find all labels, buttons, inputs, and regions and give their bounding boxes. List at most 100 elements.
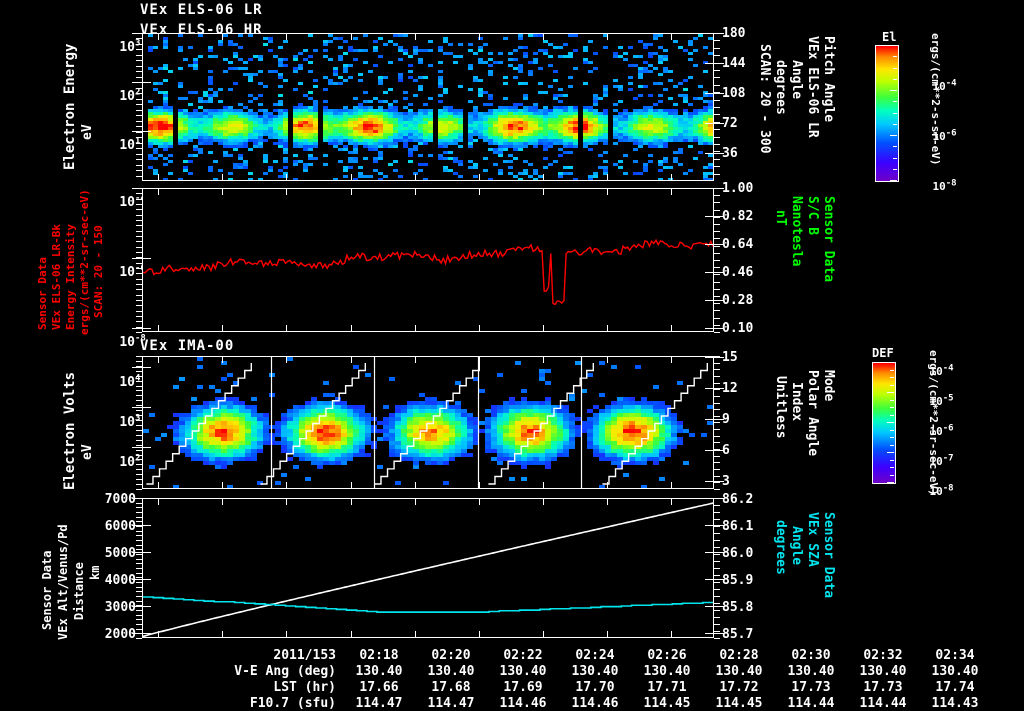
bottom-cell-r0-c6: 02:30: [791, 648, 831, 663]
bottom-cell-r3-c4: 114.45: [643, 696, 691, 711]
bottom-cell-r2-c4: 17.71: [647, 680, 687, 695]
panel1-title-lr: VEx ELS-06 LR: [140, 2, 263, 18]
panel3-right-tick-6: 6: [722, 443, 730, 458]
bottom-cell-r2-c8: 17.74: [935, 680, 975, 695]
panel2-ylabel-sensor: Sensor Data: [36, 257, 49, 330]
panel2-ylabel-instrument: VEx ELS-06 LR-Bk: [50, 224, 63, 330]
panel4-ytick-4000: 4000: [104, 573, 136, 588]
bottom-cell-r1-c5: 130.40: [715, 664, 763, 679]
bottom-cell-r3-c2: 114.46: [499, 696, 547, 711]
panel4-right-label-degrees: degrees: [773, 520, 788, 575]
panel4-plot-area: [142, 498, 714, 638]
panel1-ytick-1: 101: [119, 136, 141, 153]
panel3-right-tick-3: 3: [722, 474, 730, 489]
panel1-right-label-angle: Angle: [789, 60, 804, 100]
bottom-cell-r2-c5: 17.72: [719, 680, 759, 695]
bottom-cell-r3-c7: 114.44: [859, 696, 907, 711]
panel4-right-tick-859: 85.9: [722, 573, 754, 588]
panel3-right-tick-12: 12: [722, 381, 738, 396]
panel1-right-tick-72: 72: [722, 116, 738, 131]
bottom-cell-r0-c1: 02:20: [431, 648, 471, 663]
panel3-ytick-4: 104: [119, 373, 141, 390]
panel1-right-label-degrees: degrees: [773, 60, 788, 115]
bottom-cell-r2-c2: 17.69: [503, 680, 543, 695]
panel2-right-label-sensor: Sensor Data: [821, 196, 836, 283]
panel4-right-label-sza: VEx SZA: [805, 512, 820, 567]
panel2-plot-area: [142, 188, 714, 332]
panel2-ytick-m4: 10-4: [119, 193, 146, 210]
panel1-right-label-pitch: Pitch Angle: [821, 36, 836, 123]
panel3-ytick-2: 102: [119, 453, 141, 470]
panel1-ylabel-main: Electron Energy: [62, 43, 78, 170]
panel3-right-label-index: Index: [789, 382, 804, 422]
bottom-cell-r2-c0: 17.66: [359, 680, 399, 695]
panel2-right-tick-010: 0.10: [722, 321, 754, 336]
colorbar1-tick-8: 10-8: [932, 178, 957, 193]
panel2-right-label-scb: S/C B: [805, 196, 820, 236]
bottom-cell-r1-c7: 130.40: [859, 664, 907, 679]
panel2-ylabel-quantity: Energy Intensity: [64, 224, 77, 330]
bottom-cell-r3-c5: 114.45: [715, 696, 763, 711]
panel3-title: VEx IMA-00: [140, 338, 235, 354]
panel2-right-label-nanotesla: Nanotesla: [789, 196, 804, 267]
panel2-ytick-m8: 10-8: [119, 333, 146, 350]
colorbar1: [875, 45, 899, 182]
panel4-ytick-6000: 6000: [104, 519, 136, 534]
panel3-right-label-polar: Polar Angle: [805, 370, 820, 457]
panel4-ytick-5000: 5000: [104, 546, 136, 561]
panel4-right-label-sensor: Sensor Data: [821, 512, 836, 599]
panel4-right-tick-860: 86.0: [722, 546, 754, 561]
bottom-row-label-2: LST (hr): [273, 680, 336, 695]
panel2-right-tick-046: 0.46: [722, 265, 754, 280]
bottom-cell-r3-c3: 114.46: [571, 696, 619, 711]
panel4-right-tick-858: 85.8: [722, 600, 754, 615]
colorbar1-name: El: [882, 30, 897, 44]
panel2-right-label-nt: nT: [773, 210, 788, 226]
bottom-cell-r1-c1: 130.40: [427, 664, 475, 679]
bottom-cell-r2-c3: 17.70: [575, 680, 615, 695]
bottom-cell-r0-c7: 02:32: [863, 648, 903, 663]
bottom-cell-r2-c6: 17.73: [791, 680, 831, 695]
bottom-cell-r2-c1: 17.68: [431, 680, 471, 695]
bottom-row-label-1: V-E Ang (deg): [234, 664, 336, 679]
panel2-right-tick-028: 0.28: [722, 293, 754, 308]
panel3-plot-area: [142, 356, 714, 489]
bottom-cell-r0-c5: 02:28: [719, 648, 759, 663]
panel1-right-tick-144: 144: [722, 56, 746, 71]
bottom-cell-r0-c4: 02:26: [647, 648, 687, 663]
bottom-cell-r1-c2: 130.40: [499, 664, 547, 679]
bottom-cell-r0-c0: 02:18: [359, 648, 399, 663]
panel1-ytick-3: 103: [119, 38, 141, 55]
panel3-ytick-3: 103: [119, 413, 141, 430]
bottom-cell-r1-c0: 130.40: [355, 664, 403, 679]
bottom-cell-r0-c2: 02:22: [503, 648, 543, 663]
bottom-cell-r3-c6: 114.44: [787, 696, 835, 711]
panel2-right-tick-082: 0.82: [722, 209, 754, 224]
panel3-right-label-mode: Mode: [821, 370, 836, 402]
bottom-cell-r3-c1: 114.47: [427, 696, 475, 711]
panel4-right-tick-862: 86.2: [722, 492, 754, 507]
panel4-ytick-3000: 3000: [104, 600, 136, 615]
bottom-cell-r2-c7: 17.73: [863, 680, 903, 695]
bottom-cell-r3-c8: 114.43: [931, 696, 979, 711]
panel1-right-tick-36: 36: [722, 146, 738, 161]
panel4-right-tick-861: 86.1: [722, 519, 754, 534]
panel2-ytick-m6: 10-6: [119, 263, 146, 280]
panel2-right-tick-100: 1.00: [722, 181, 754, 196]
panel1-plot-area: [142, 33, 714, 181]
bottom-cell-r1-c4: 130.40: [643, 664, 691, 679]
panel4-ytick-2000: 2000: [104, 627, 136, 642]
panel4-ylabel-quantity: VEx Alt/Venus/Pd: [56, 524, 70, 640]
panel4-ytick-7000: 7000: [104, 492, 136, 507]
bottom-cell-r1-c3: 130.40: [571, 664, 619, 679]
panel1-ytick-2: 102: [119, 87, 141, 104]
panel4-ylabel-sensor: Sensor Data: [40, 550, 54, 630]
panel1-right-tick-108: 108: [722, 86, 746, 101]
panel4-right-label-angle: Angle: [789, 526, 804, 566]
panel3-ylabel-main: Electron Volts: [62, 371, 78, 490]
panel3-right-tick-15: 15: [722, 350, 738, 365]
colorbar2-name: DEF: [872, 346, 894, 360]
colorbar2-units: ergs/(cm**2-sr-sec-eV): [927, 350, 940, 496]
panel4-right-tick-857: 85.7: [722, 627, 754, 642]
